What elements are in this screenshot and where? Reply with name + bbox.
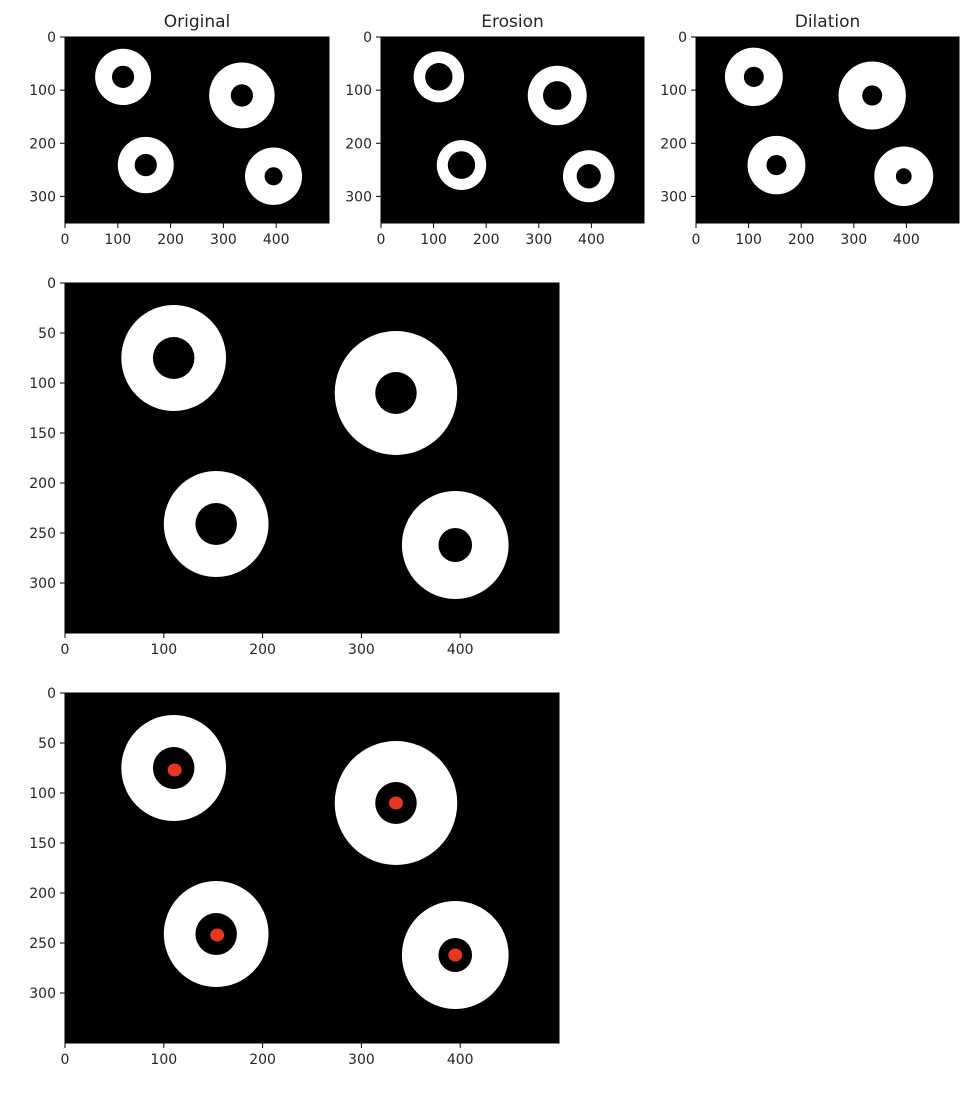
- x-tick-label: 100: [150, 1052, 177, 1068]
- center-marker-3: [210, 928, 225, 942]
- y-tick-label: 300: [345, 189, 372, 205]
- panel-5: 0 100 200 300 400 0 50 100 150 200 250 300: [29, 686, 560, 1068]
- y-tick-label: 200: [345, 136, 372, 152]
- ring-hole-3: [766, 154, 787, 176]
- panel-1: Original 0 100 200 300 400 0 100 200 300: [29, 12, 330, 248]
- rings: [724, 47, 934, 206]
- y-tick-label: 200: [29, 476, 56, 492]
- axes-frame: [695, 36, 960, 224]
- x-tick-label: 0: [377, 232, 386, 248]
- ring-hole-3: [447, 151, 476, 179]
- axes-frame: [64, 692, 560, 1044]
- axes-frame: [380, 36, 645, 224]
- axes-frame: [64, 282, 560, 634]
- panel-2: Erosion 0 100 200 300 400 0 100 200 300: [345, 12, 645, 248]
- rings: [413, 51, 615, 203]
- center-marker-2: [388, 796, 403, 810]
- x-tick-label: 400: [893, 232, 920, 248]
- axes-frame: [64, 36, 330, 224]
- ring-hole-1: [743, 66, 764, 87]
- y-tick-label: 200: [29, 136, 56, 152]
- panel-3: Dilation 0 100 200 300 400 0 100 200 300: [660, 12, 960, 248]
- x-tick-label: 0: [692, 232, 701, 248]
- x-tick-label: 100: [104, 232, 131, 248]
- y-tick-label: 250: [29, 936, 56, 952]
- ring-hole-3: [134, 153, 157, 177]
- x-tick-label: 300: [210, 232, 237, 248]
- ring-hole-2: [862, 85, 883, 106]
- x-tick-label: 100: [150, 642, 177, 658]
- x-tick-label: 300: [348, 642, 375, 658]
- x-tick-label: 300: [840, 232, 867, 248]
- y-tick-label: 300: [29, 986, 56, 1002]
- y-tick-label: 150: [29, 836, 56, 852]
- ring-hole-1: [111, 65, 135, 89]
- y-tick-label: 0: [47, 30, 56, 46]
- ring-hole-4: [895, 168, 912, 185]
- panel-4: 0 100 200 300 400 0 50 100 150 200 250 300: [29, 276, 560, 658]
- center-marker-1: [167, 763, 182, 777]
- y-tick-label: 50: [38, 736, 56, 752]
- y-tick-label: 150: [29, 426, 56, 442]
- y-tick-label: 300: [29, 576, 56, 592]
- x-tick-label: 0: [61, 232, 70, 248]
- y-tick-label: 200: [29, 886, 56, 902]
- rings: [95, 48, 303, 205]
- panel-title: Erosion: [481, 12, 544, 32]
- x-tick-label: 100: [735, 232, 762, 248]
- center-marker-4: [448, 948, 463, 962]
- y-tick-label: 50: [38, 326, 56, 342]
- x-tick-label: 200: [157, 232, 184, 248]
- ring-hole-2: [230, 84, 253, 107]
- ring-hole-4: [576, 164, 601, 189]
- y-tick-label: 100: [29, 376, 56, 392]
- ring-hole-1: [425, 63, 453, 91]
- panel-title: Dilation: [795, 12, 861, 32]
- y-tick-label: 0: [678, 30, 687, 46]
- ring-hole-4: [264, 167, 283, 186]
- x-tick-label: 200: [249, 642, 276, 658]
- rings: [121, 715, 509, 1009]
- y-tick-label: 0: [47, 686, 56, 702]
- y-tick-label: 100: [29, 83, 56, 99]
- y-tick-label: 250: [29, 526, 56, 542]
- x-tick-label: 400: [447, 642, 474, 658]
- panel-title: Original: [164, 12, 231, 32]
- x-tick-label: 0: [61, 642, 70, 658]
- x-tick-label: 400: [447, 1052, 474, 1068]
- ring-hole-4: [438, 528, 473, 562]
- y-tick-label: 300: [29, 189, 56, 205]
- ring-hole-2: [543, 81, 572, 110]
- x-tick-label: 400: [578, 232, 605, 248]
- y-tick-label: 200: [660, 136, 687, 152]
- x-tick-label: 300: [525, 232, 552, 248]
- ring-hole-1: [152, 337, 195, 379]
- x-tick-label: 0: [61, 1052, 70, 1068]
- x-tick-label: 400: [263, 232, 290, 248]
- y-tick-label: 0: [47, 276, 56, 292]
- y-tick-label: 0: [363, 30, 372, 46]
- x-tick-label: 300: [348, 1052, 375, 1068]
- y-tick-label: 100: [660, 83, 687, 99]
- y-tick-label: 100: [345, 83, 372, 99]
- y-tick-label: 300: [660, 189, 687, 205]
- rings: [121, 305, 509, 599]
- ring-hole-3: [195, 503, 237, 545]
- y-tick-label: 100: [29, 786, 56, 802]
- x-tick-label: 200: [249, 1052, 276, 1068]
- x-tick-label: 200: [788, 232, 815, 248]
- x-tick-label: 200: [473, 232, 500, 248]
- x-tick-label: 100: [420, 232, 447, 248]
- ring-hole-2: [375, 372, 417, 414]
